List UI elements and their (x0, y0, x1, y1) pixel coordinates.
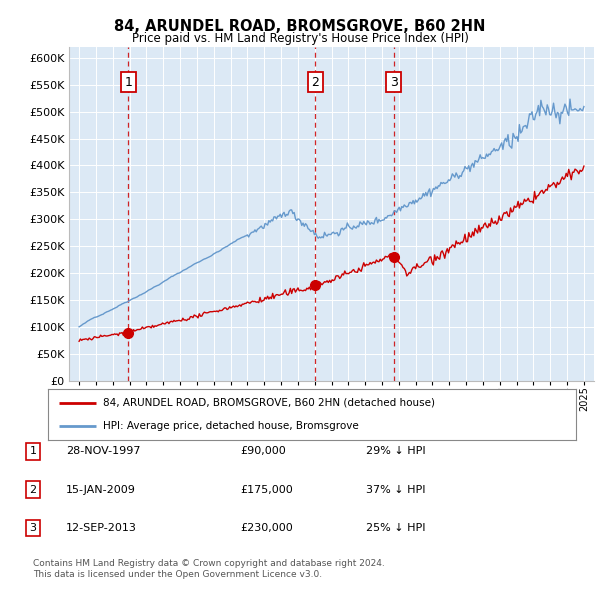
Text: 28-NOV-1997: 28-NOV-1997 (66, 447, 140, 456)
Text: Price paid vs. HM Land Registry's House Price Index (HPI): Price paid vs. HM Land Registry's House … (131, 32, 469, 45)
Text: 37% ↓ HPI: 37% ↓ HPI (366, 485, 425, 494)
Text: 12-SEP-2013: 12-SEP-2013 (66, 523, 137, 533)
Text: 25% ↓ HPI: 25% ↓ HPI (366, 523, 425, 533)
Text: This data is licensed under the Open Government Licence v3.0.: This data is licensed under the Open Gov… (33, 571, 322, 579)
Text: 1: 1 (124, 76, 132, 88)
Text: 29% ↓ HPI: 29% ↓ HPI (366, 447, 425, 456)
Text: Contains HM Land Registry data © Crown copyright and database right 2024.: Contains HM Land Registry data © Crown c… (33, 559, 385, 568)
Text: 84, ARUNDEL ROAD, BROMSGROVE, B60 2HN (detached house): 84, ARUNDEL ROAD, BROMSGROVE, B60 2HN (d… (103, 398, 436, 408)
Text: £230,000: £230,000 (240, 523, 293, 533)
Text: £175,000: £175,000 (240, 485, 293, 494)
Text: 84, ARUNDEL ROAD, BROMSGROVE, B60 2HN: 84, ARUNDEL ROAD, BROMSGROVE, B60 2HN (115, 19, 485, 34)
Text: 2: 2 (29, 485, 37, 494)
Text: 1: 1 (29, 447, 37, 456)
Text: £90,000: £90,000 (240, 447, 286, 456)
Text: HPI: Average price, detached house, Bromsgrove: HPI: Average price, detached house, Brom… (103, 421, 359, 431)
Text: 15-JAN-2009: 15-JAN-2009 (66, 485, 136, 494)
Text: 2: 2 (311, 76, 319, 88)
Text: 3: 3 (29, 523, 37, 533)
Text: 3: 3 (390, 76, 398, 88)
